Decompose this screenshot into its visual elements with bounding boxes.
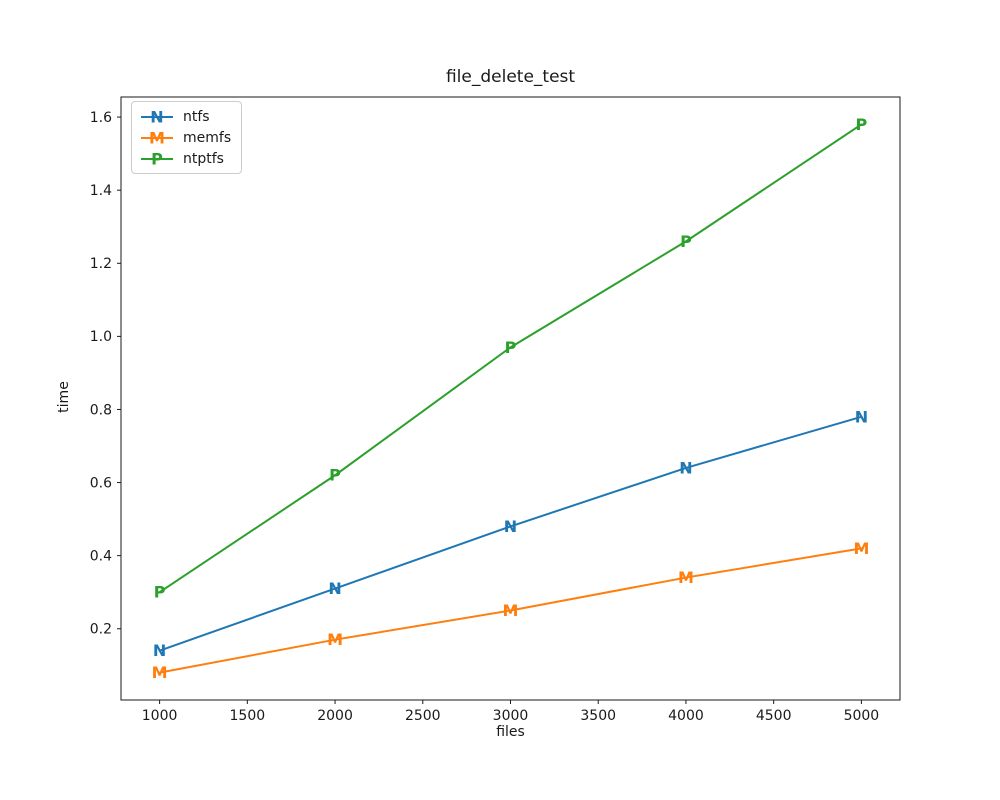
legend-label-ntptfs: ntptfs [183,150,224,167]
legend-letter-memfs: M [149,129,165,147]
series-line-ntfs [158,415,863,652]
x-axis-label: files [496,724,525,740]
data-point-marker-ntfs: N [153,641,166,660]
data-point-marker-ntptfs: P [680,232,692,251]
x-tick-label: 3500 [580,708,616,724]
data-point-marker-ntptfs: P [856,115,868,134]
legend-marker-ntptfs: P [141,150,173,168]
y-axis-label: time [56,381,72,413]
data-point-marker-ntptfs: P [505,338,517,357]
x-tick-label: 1000 [142,708,178,724]
data-point-marker-memfs: M [678,568,694,587]
y-tick-label: 1.6 [90,110,112,126]
legend-marker-ntfs: N [141,108,173,126]
y-tick-label: 0.4 [90,548,112,564]
series-line-memfs [158,547,863,674]
x-tick-label: 4500 [756,708,792,724]
y-tick-label: 0.6 [90,475,112,491]
data-point-marker-ntptfs: P [329,466,341,485]
data-point-marker-memfs: M [503,601,519,620]
data-point-marker-ntptfs: P [154,583,166,602]
x-tick-label: 5000 [844,708,880,724]
legend-label-ntfs: ntfs [183,108,210,125]
legend-marker-memfs: M [141,129,173,147]
x-tick-label: 1500 [230,708,266,724]
legend-letter-ntptfs: P [151,150,163,168]
data-point-marker-memfs: M [327,630,343,649]
y-tick-label: 1.2 [90,256,112,272]
x-tick-label: 3000 [493,708,529,724]
y-tick-label: 1.0 [90,329,112,345]
chart-title: file_delete_test [445,67,576,87]
legend-label-memfs: memfs [183,129,232,146]
series-line-ntptfs [158,123,863,594]
data-point-marker-ntfs: N [855,407,868,426]
data-point-marker-ntfs: N [679,458,692,477]
x-tick-label: 2000 [317,708,353,724]
data-point-marker-ntfs: N [328,579,341,598]
x-tick-label: 2500 [405,708,441,724]
data-point-marker-memfs: M [853,539,869,558]
data-point-marker-ntfs: N [504,517,517,536]
y-tick-label: 1.4 [90,183,112,199]
y-tick-label: 0.2 [90,622,112,638]
data-point-marker-memfs: M [152,663,168,682]
legend-letter-ntfs: N [150,108,163,126]
y-tick-label: 0.8 [90,402,112,418]
x-tick-label: 4000 [668,708,704,724]
